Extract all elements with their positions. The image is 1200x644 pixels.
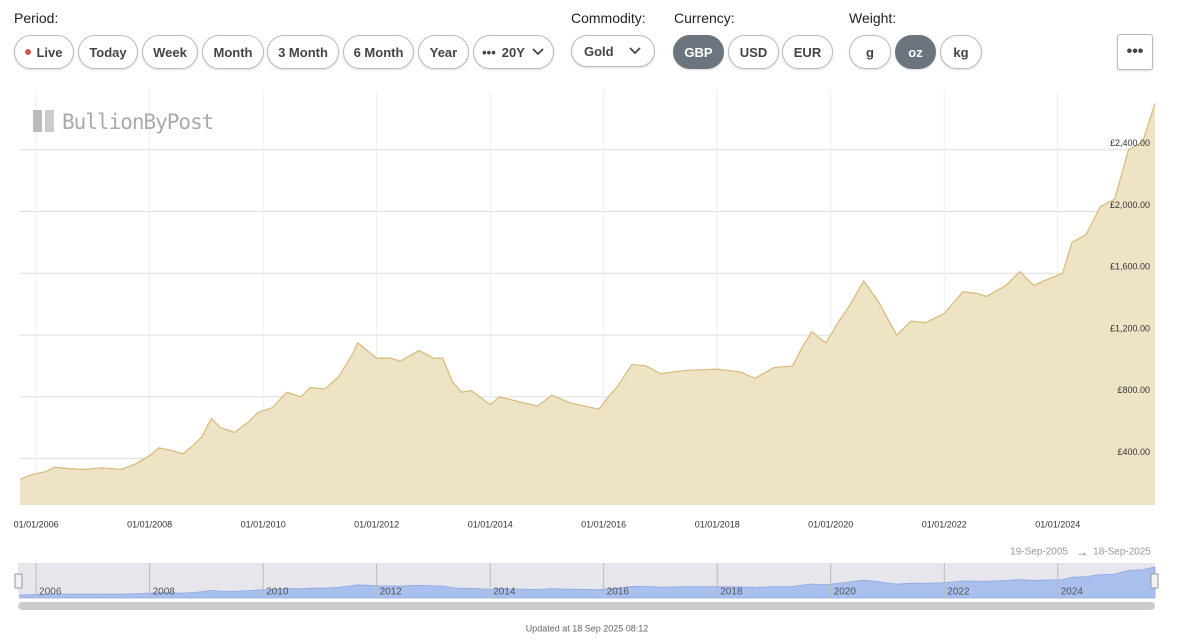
range-end: 18-Sep-2025 [1093, 547, 1151, 558]
navigator-label: 2012 [380, 587, 403, 598]
button[interactable]: GBP [673, 35, 724, 69]
navigator-label: 2018 [720, 587, 743, 598]
button-text: 20Y [501, 44, 525, 60]
button[interactable]: Year [418, 35, 469, 69]
watermark: BullionByPost [62, 110, 213, 134]
nav-handle[interactable] [1150, 573, 1159, 589]
navigator-label: 2014 [493, 587, 516, 598]
button[interactable]: Live [14, 35, 74, 69]
more-button[interactable]: ••• [1117, 34, 1153, 70]
x-tick-label: 01/01/2006 [14, 519, 59, 529]
y-tick-label: £400.00 [1117, 447, 1150, 457]
button[interactable]: Week [142, 35, 198, 69]
dropdown[interactable]: ••• 20Y [473, 35, 554, 69]
x-tick-label: 01/01/2012 [354, 519, 399, 529]
navigator-label: 2008 [153, 587, 176, 598]
x-tick-label: 01/01/2014 [468, 519, 513, 529]
chevron [532, 48, 544, 56]
label: Commodity: [571, 10, 646, 26]
x-tick-label: 01/01/2016 [581, 519, 626, 529]
x-tick-label: 01/01/2008 [127, 519, 172, 529]
x-tick-label: 01/01/2022 [922, 519, 967, 529]
scrollbar[interactable] [18, 602, 1155, 610]
live-dot [25, 49, 32, 55]
button-text: Live [36, 44, 63, 60]
price-line [19, 103, 1156, 481]
button[interactable]: 6 Month [343, 35, 414, 69]
button[interactable]: kg [940, 35, 982, 69]
chart: BullionByPost 2006 2008 2010 2012 2014 2016 20… [14, 91, 1159, 633]
select[interactable]: Gold [571, 35, 655, 67]
button[interactable]: USD [728, 35, 779, 69]
x-tick-label: 01/01/2020 [808, 519, 853, 529]
range-arrow: → [1076, 545, 1088, 559]
navigator-label: 2010 [266, 587, 289, 598]
y-tick-label: £1,600.00 [1110, 262, 1150, 272]
label: Weight: [849, 10, 897, 26]
footer: Updated at 18 Sep 2025 08:12 [526, 623, 649, 633]
navigator-label: 2024 [1061, 587, 1084, 598]
navigator-area [19, 566, 1156, 599]
label: Currency: [674, 10, 735, 26]
area-fill [20, 103, 1155, 506]
dots: ••• [482, 44, 496, 60]
navigator-label: 2006 [39, 587, 62, 598]
y-tick-label: £2,000.00 [1110, 200, 1150, 210]
button[interactable]: EUR [782, 35, 833, 69]
button[interactable]: Today [78, 35, 138, 69]
label: Period: [14, 10, 59, 26]
x-tick-label: 01/01/2024 [1035, 519, 1080, 529]
button[interactable]: oz [895, 35, 936, 69]
button[interactable]: g [849, 35, 891, 69]
navigator-label: 2016 [607, 587, 630, 598]
button[interactable]: 3 Month [267, 35, 339, 69]
select-text: Gold [584, 43, 614, 59]
navigator-label: 2020 [834, 587, 857, 598]
logo-icon [33, 110, 42, 132]
x-tick-label: 01/01/2018 [695, 519, 740, 529]
nav-handle[interactable] [14, 573, 23, 589]
y-tick-label: £800.00 [1117, 385, 1150, 395]
logo-icon [45, 110, 54, 132]
y-tick-label: £1,200.00 [1110, 323, 1150, 333]
navigator-label: 2022 [947, 587, 970, 598]
range-start: 19-Sep-2005 [1010, 547, 1068, 558]
y-tick-label: £2,400.00 [1110, 138, 1150, 148]
chevron [629, 47, 641, 55]
button[interactable]: Month [202, 35, 264, 69]
x-tick-label: 01/01/2010 [241, 519, 286, 529]
